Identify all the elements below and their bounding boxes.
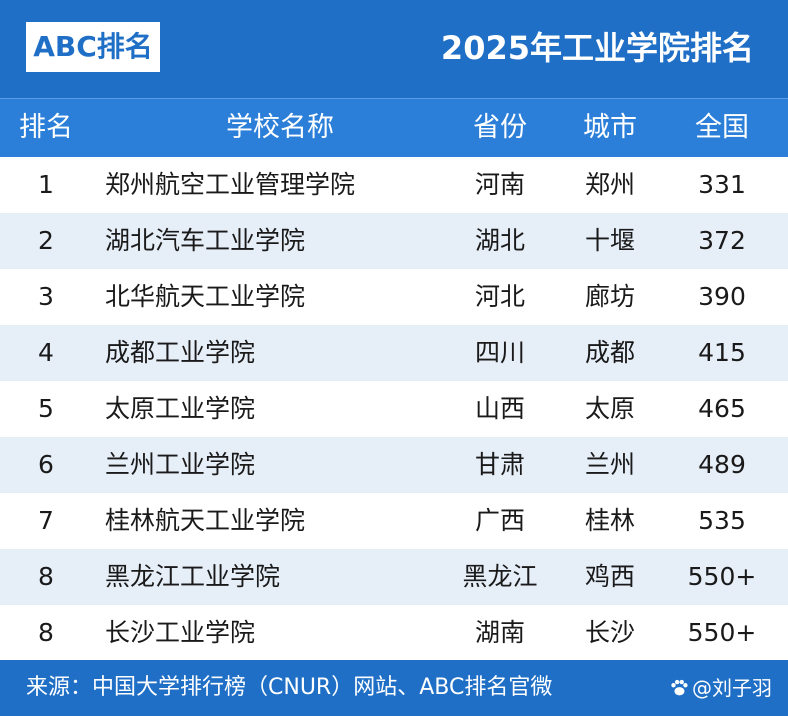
column-header-province: 省份 bbox=[473, 112, 527, 143]
rank-cell: 6 bbox=[38, 450, 54, 479]
school-cell: 长沙工业学院 bbox=[105, 618, 256, 647]
national-rank-cell: 535 bbox=[698, 506, 746, 535]
school-cell: 北华航天工业学院 bbox=[105, 282, 306, 311]
table-row: 8 长沙工业学院 湖南 长沙 550+ bbox=[0, 605, 788, 661]
table-header: 排名 学校名称 省份 城市 全国 bbox=[0, 98, 788, 157]
province-cell: 四川 bbox=[474, 338, 525, 367]
school-cell: 郑州航空工业管理学院 bbox=[105, 170, 356, 199]
rank-cell: 5 bbox=[38, 394, 54, 423]
school-cell: 成都工业学院 bbox=[105, 338, 256, 367]
national-rank-cell: 372 bbox=[698, 226, 746, 255]
national-rank-cell: 465 bbox=[698, 394, 746, 423]
province-cell: 广西 bbox=[474, 506, 525, 535]
province-cell: 河北 bbox=[474, 282, 525, 311]
rank-cell: 8 bbox=[38, 618, 54, 647]
rank-cell: 2 bbox=[38, 226, 54, 255]
watermark-text: @刘子羽 bbox=[692, 676, 772, 700]
province-cell: 甘肃 bbox=[474, 450, 525, 479]
school-cell: 桂林航天工业学院 bbox=[105, 506, 306, 535]
table-row: 4 成都工业学院 四川 成都 415 bbox=[0, 325, 788, 381]
national-rank-cell: 415 bbox=[698, 338, 746, 367]
source-note: 来源：中国大学排行榜（CNUR）网站、ABC排名官微 bbox=[26, 675, 553, 700]
rank-cell: 1 bbox=[38, 170, 54, 199]
city-cell: 郑州 bbox=[584, 170, 635, 199]
title-bar: ABC排名 2025年工业学院排名 bbox=[0, 0, 788, 98]
rank-cell: 7 bbox=[38, 506, 54, 535]
school-cell: 湖北汽车工业学院 bbox=[105, 226, 306, 255]
column-header-national: 全国 bbox=[695, 112, 749, 143]
table-row: 5 太原工业学院 山西 太原 465 bbox=[0, 381, 788, 437]
rank-cell: 3 bbox=[38, 282, 54, 311]
city-cell: 兰州 bbox=[584, 450, 635, 479]
rank-cell: 4 bbox=[38, 338, 54, 367]
column-header-school: 学校名称 bbox=[226, 112, 334, 143]
city-cell: 成都 bbox=[584, 338, 635, 367]
national-rank-cell: 489 bbox=[698, 450, 746, 479]
page-title: 2025年工业学院排名 bbox=[440, 29, 754, 67]
national-rank-cell: 331 bbox=[698, 170, 746, 199]
city-cell: 十堰 bbox=[584, 226, 635, 255]
column-header-rank: 排名 bbox=[19, 112, 73, 143]
school-cell: 兰州工业学院 bbox=[105, 450, 256, 479]
table-row: 7 桂林航天工业学院 广西 桂林 535 bbox=[0, 493, 788, 549]
national-rank-cell: 550+ bbox=[687, 562, 757, 591]
city-cell: 桂林 bbox=[584, 506, 635, 535]
footer-bar: 来源：中国大学排行榜（CNUR）网站、ABC排名官微 @刘子羽 bbox=[0, 660, 788, 716]
paw-icon bbox=[671, 679, 688, 696]
province-cell: 湖南 bbox=[474, 618, 525, 647]
province-cell: 河南 bbox=[474, 170, 525, 199]
table-row: 2 湖北汽车工业学院 湖北 十堰 372 bbox=[0, 213, 788, 269]
province-cell: 山西 bbox=[474, 394, 525, 423]
table-row: 3 北华航天工业学院 河北 廊坊 390 bbox=[0, 269, 788, 325]
city-cell: 长沙 bbox=[584, 618, 635, 647]
province-cell: 黑龙江 bbox=[462, 562, 538, 591]
table-row: 6 兰州工业学院 甘肃 兰州 489 bbox=[0, 437, 788, 493]
table-row: 1 郑州航空工业管理学院 河南 郑州 331 bbox=[0, 157, 788, 213]
city-cell: 鸡西 bbox=[584, 562, 635, 591]
rank-cell: 8 bbox=[38, 562, 54, 591]
province-cell: 湖北 bbox=[474, 226, 525, 255]
brand-logo: ABC排名 bbox=[26, 22, 160, 72]
city-cell: 太原 bbox=[584, 394, 635, 423]
column-header-city: 城市 bbox=[583, 112, 637, 143]
city-cell: 廊坊 bbox=[584, 282, 635, 311]
national-rank-cell: 390 bbox=[698, 282, 746, 311]
table-body: 1 郑州航空工业管理学院 河南 郑州 331 2 湖北汽车工业学院 湖北 十堰 … bbox=[0, 157, 788, 661]
school-cell: 黑龙江工业学院 bbox=[105, 562, 281, 591]
national-rank-cell: 550+ bbox=[687, 618, 757, 647]
table-row: 8 黑龙江工业学院 黑龙江 鸡西 550+ bbox=[0, 549, 788, 605]
watermark: @刘子羽 bbox=[668, 660, 772, 716]
school-cell: 太原工业学院 bbox=[105, 394, 256, 423]
